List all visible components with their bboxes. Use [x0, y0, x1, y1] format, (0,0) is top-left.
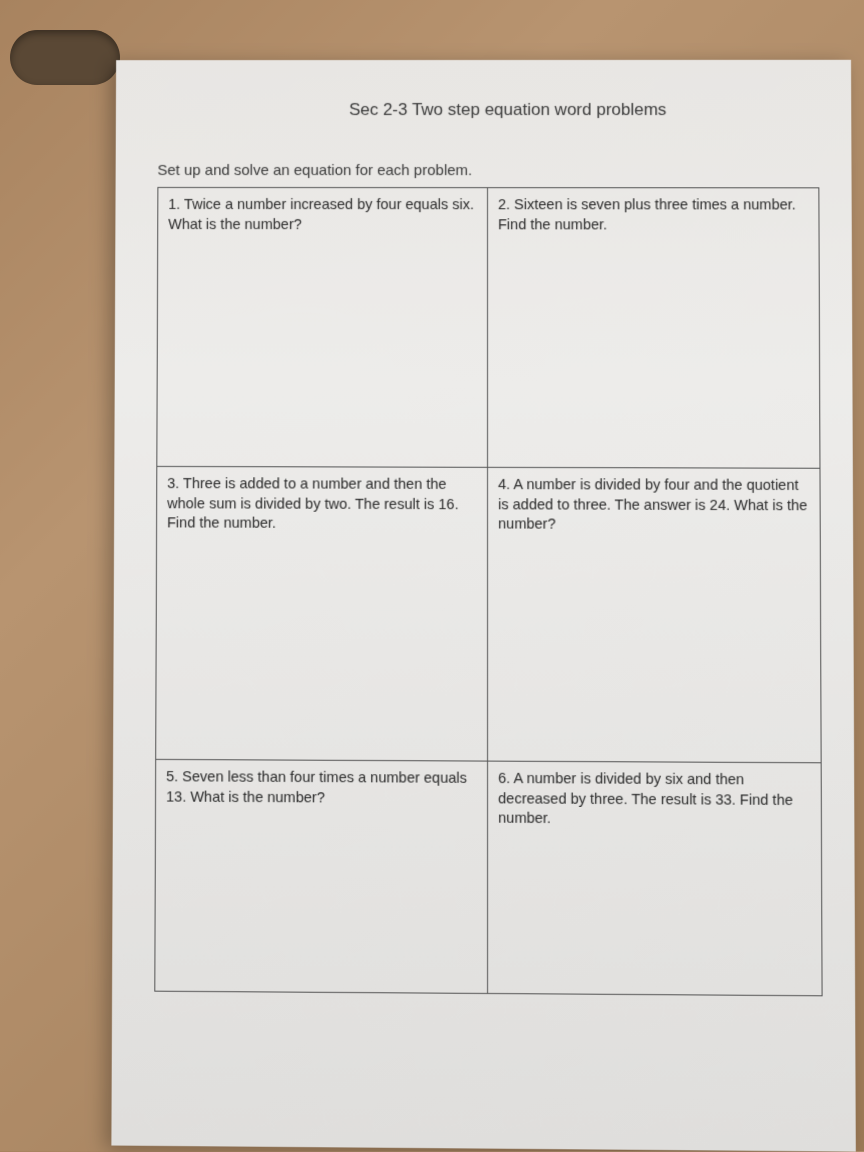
- table-row: 1. Twice a number increased by four equa…: [157, 187, 820, 468]
- problem-cell-4: 4. A number is divided by four and the q…: [488, 467, 822, 762]
- problem-cell-6: 6. A number is divided by six and then d…: [488, 761, 823, 996]
- problem-cell-3: 3. Three is added to a number and then t…: [156, 466, 488, 761]
- problem-cell-2: 2. Sixteen is seven plus three times a n…: [488, 188, 820, 469]
- worksheet-paper: Sec 2-3 Two step equation word problems …: [111, 60, 855, 1152]
- worksheet-instructions: Set up and solve an equation for each pr…: [157, 162, 819, 179]
- worksheet-title: Sec 2-3 Two step equation word problems: [158, 100, 819, 120]
- problem-cell-5: 5. Seven less than four times a number e…: [155, 759, 488, 993]
- table-row: 5. Seven less than four times a number e…: [155, 759, 822, 995]
- desk-groove: [10, 30, 120, 85]
- problem-cell-1: 1. Twice a number increased by four equa…: [157, 187, 488, 467]
- problems-table: 1. Twice a number increased by four equa…: [154, 187, 822, 996]
- table-row: 3. Three is added to a number and then t…: [156, 466, 821, 762]
